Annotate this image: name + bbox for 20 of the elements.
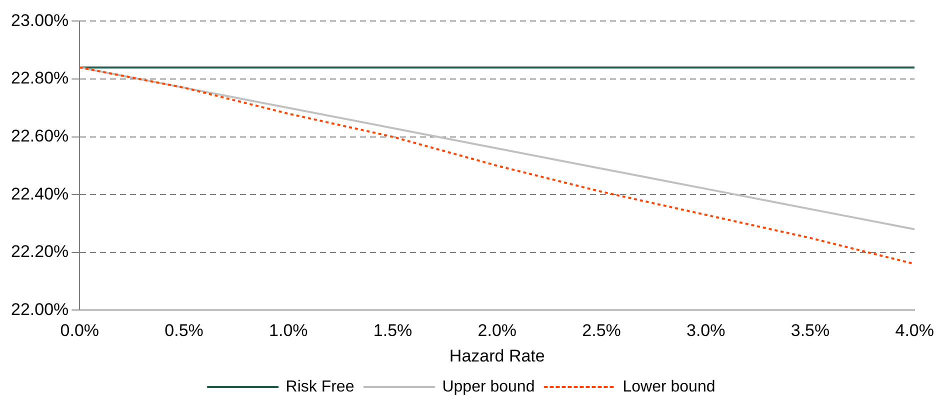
y-tick-label: 22.80%: [10, 68, 69, 88]
x-tick-label: 1.0%: [269, 321, 308, 340]
y-tick-label: 22.40%: [10, 184, 69, 204]
x-axis-title: Hazard Rate: [449, 346, 545, 366]
x-tick-label: 4.0%: [895, 321, 934, 340]
y-tick-label: 22.20%: [10, 242, 69, 262]
legend-label: Lower bound: [622, 378, 716, 396]
legend-label: Risk Free: [286, 378, 354, 396]
x-tick-label: 3.5%: [790, 321, 830, 340]
y-tick-label: 22.60%: [10, 126, 69, 146]
x-tick-label: 2.5%: [582, 321, 621, 340]
y-tick-label: 23.00%: [10, 10, 69, 30]
x-tick-label: 3.0%: [686, 321, 726, 340]
x-tick-label: 2.0%: [478, 321, 517, 340]
x-tick-label: 0.0%: [60, 321, 100, 340]
x-tick-label: 1.5%: [373, 321, 412, 340]
x-tick-label: 0.5%: [164, 321, 204, 340]
legend-label: Upper bound: [442, 378, 535, 396]
y-tick-label: 22.00%: [10, 300, 69, 319]
line-series: [80, 66, 915, 265]
